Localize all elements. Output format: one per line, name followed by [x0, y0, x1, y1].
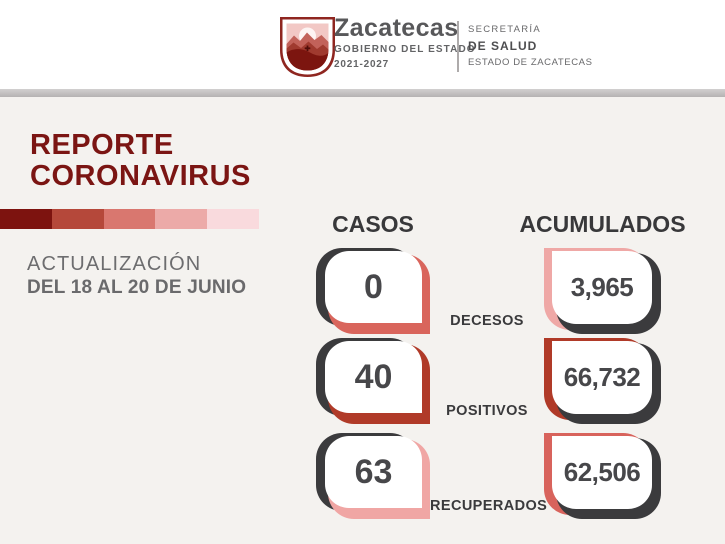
column-header-casos: CASOS: [332, 211, 414, 237]
accent-gradient-bar: [0, 209, 259, 229]
gradient-segment: [51, 209, 104, 229]
casos-badge: 63: [316, 433, 430, 519]
brand-tagline: GOBIERNO DEL ESTADO: [334, 44, 476, 55]
report-body: REPORTE CORONAVIRUS ACTUALIZACIÓN DEL 18…: [0, 97, 725, 544]
zacatecas-shield-icon: [280, 17, 335, 77]
update-label: ACTUALIZACIÓN: [27, 253, 202, 275]
acumulados-value: 66,732: [563, 362, 641, 392]
gradient-segment: [0, 209, 52, 229]
acumulados-badge: 62,506: [544, 433, 661, 519]
badge-face: 63: [325, 436, 422, 508]
update-period: ACTUALIZACIÓN DEL 18 AL 20 DE JUNIO: [27, 253, 246, 298]
acumulados-value: 3,965: [570, 272, 634, 302]
ministry-line2: DE SALUD: [468, 39, 538, 53]
gradient-segment: [155, 209, 208, 229]
casos-value: 63: [354, 452, 393, 491]
badge-face: 0: [325, 251, 422, 323]
report-title-line1: REPORTE: [30, 129, 174, 161]
casos-badge: 0: [316, 248, 430, 334]
casos-badge: 40: [316, 338, 430, 424]
badge-face: 3,965: [552, 251, 652, 324]
stat-row-recuperados: 63 RECUPERADOS 62,506: [316, 433, 661, 519]
stat-row-decesos: 0 DECESOS 3,965: [316, 248, 661, 334]
row-label: RECUPERADOS: [430, 498, 548, 514]
casos-value: 40: [354, 357, 393, 396]
badge-face: 40: [325, 341, 422, 413]
brand-name: Zacatecas: [334, 14, 459, 42]
header-divider: [457, 21, 459, 72]
page-header: Zacatecas GOBIERNO DEL ESTADO 2021-2027 …: [0, 0, 725, 89]
header-separator-band: [0, 89, 725, 97]
acumulados-badge: 66,732: [544, 338, 661, 424]
badge-face: 62,506: [552, 436, 652, 509]
stat-row-positivos: 40 POSITIVOS 66,732: [316, 338, 661, 424]
row-label: POSITIVOS: [446, 403, 528, 419]
acumulados-value: 62,506: [563, 457, 641, 487]
report-title-line2: CORONAVIRUS: [30, 160, 251, 192]
state-brand: Zacatecas GOBIERNO DEL ESTADO 2021-2027: [334, 15, 476, 70]
gradient-segment: [103, 209, 156, 229]
ministry-line3: ESTADO DE ZACATECAS: [468, 57, 593, 68]
acumulados-badge: 3,965: [544, 248, 661, 334]
column-header-acumulados: ACUMULADOS: [519, 211, 686, 237]
gradient-segment: [207, 209, 259, 229]
row-label: DECESOS: [450, 313, 524, 329]
casos-value: 0: [364, 267, 383, 306]
badge-face: 66,732: [552, 341, 652, 414]
report-title: REPORTE CORONAVIRUS: [30, 130, 251, 192]
ministry-line1: SECRETARÍA: [468, 24, 542, 35]
brand-period: 2021-2027: [334, 59, 390, 70]
update-range: DEL 18 AL 20 DE JUNIO: [27, 277, 247, 298]
ministry-block: SECRETARÍA DE SALUD ESTADO DE ZACATECAS: [468, 24, 593, 68]
